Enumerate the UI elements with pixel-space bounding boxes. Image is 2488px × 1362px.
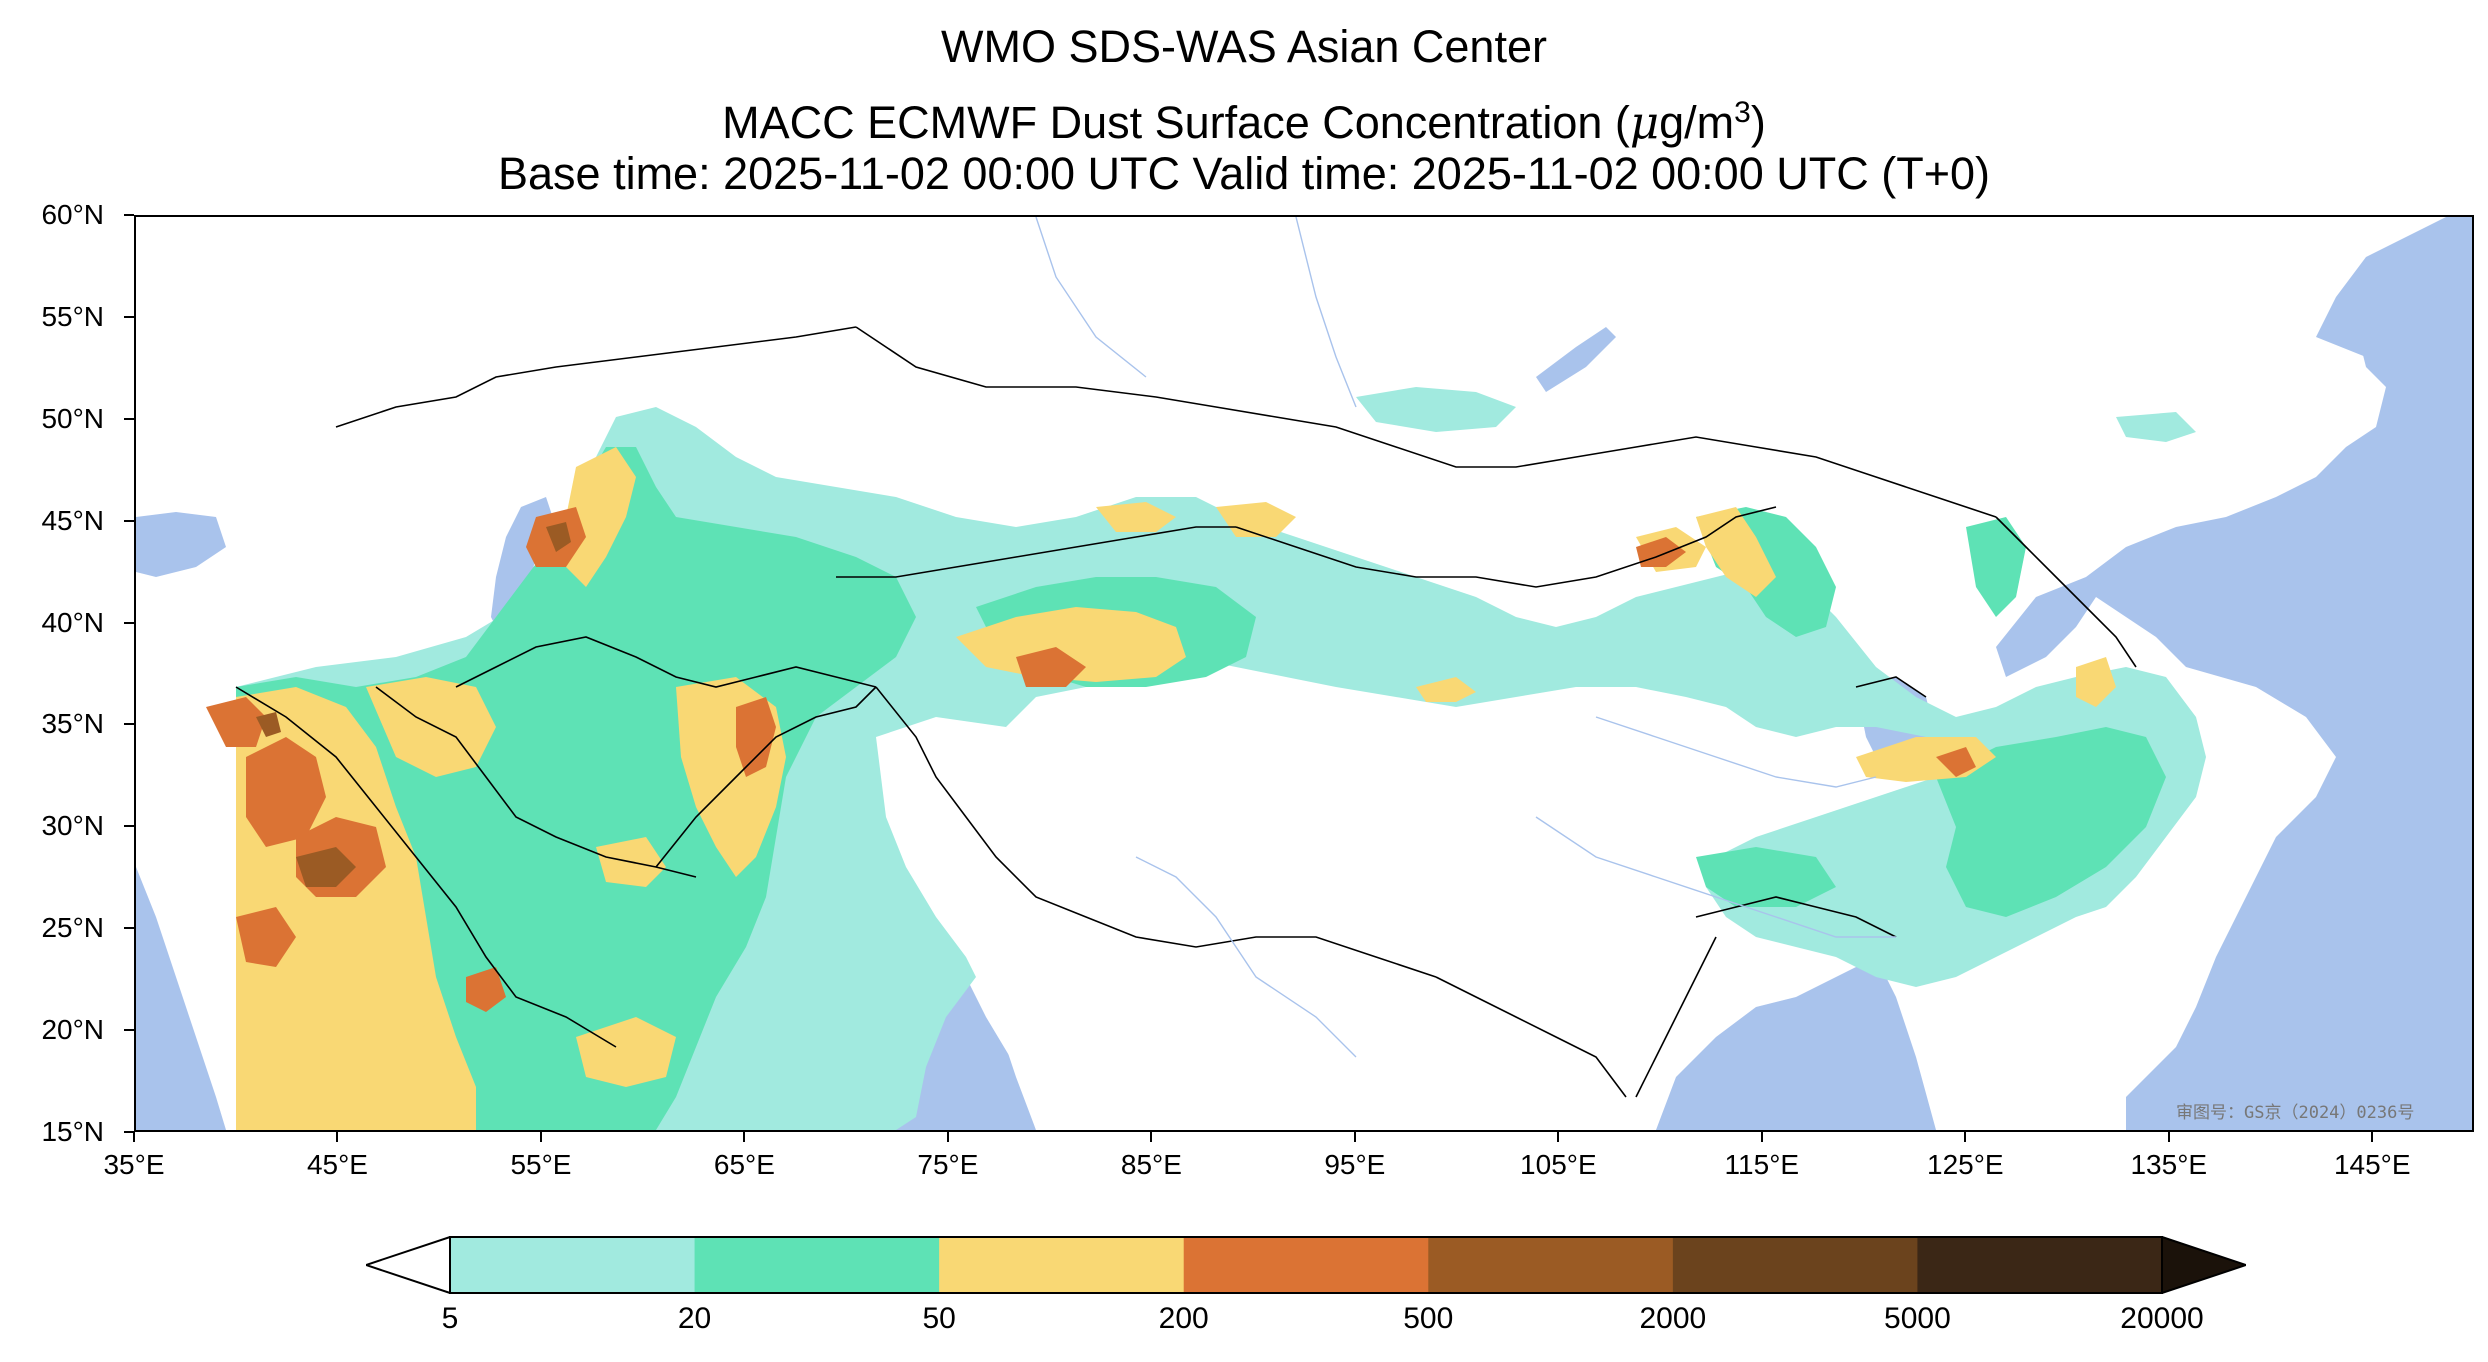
lake-baikal [1536, 327, 1616, 392]
lon-tick [1760, 1132, 1763, 1142]
unit-rest: g/m [1659, 97, 1735, 148]
colorbar-tick-label: 500 [1403, 1302, 1454, 1335]
lat-tick [124, 621, 134, 624]
lon-tick-label: 65°E [713, 1149, 775, 1180]
lat-tick-label: 55°N [41, 300, 104, 332]
colorbar-tick-label: 5 [441, 1302, 459, 1335]
red-sea [136, 867, 226, 1130]
black-sea [136, 512, 226, 577]
lon-tick [743, 1132, 746, 1142]
no-dust-area [876, 717, 1696, 1130]
river-layer [1035, 217, 1896, 1058]
lon-tick [2167, 1132, 2170, 1142]
lat-tick-label: 35°N [41, 708, 104, 740]
lat-tick-label: 15°N [41, 1116, 104, 1147]
colorbar-under-arrow [366, 1236, 451, 1294]
lat-tick-label: 25°N [41, 912, 104, 944]
unit-exponent: 3 [1734, 96, 1751, 129]
border-layer [235, 326, 2137, 1098]
colorbar-segment [450, 1237, 696, 1293]
lat-tick [124, 825, 134, 828]
colorbar-segment [1428, 1237, 1674, 1293]
lon-tick [946, 1132, 949, 1142]
colorbar-tick-label: 5000 [1884, 1302, 1951, 1335]
title-line-3: Base time: 2025-11-02 00:00 UTC Valid ti… [498, 148, 1990, 199]
lon-tick [2371, 1132, 2374, 1142]
title-line-1: WMO SDS-WAS Asian Center [941, 21, 1547, 72]
lat-tick-label: 30°N [41, 810, 104, 842]
lat-tick-label: 20°N [41, 1014, 104, 1046]
lon-tick-label: 105°E [1520, 1149, 1597, 1180]
lon-tick-label: 55°E [510, 1149, 572, 1180]
title-line-2-prefix: MACC ECMWF Dust Surface Concentration ( [722, 97, 1630, 148]
lat-tick-label: 40°N [41, 606, 104, 638]
lon-tick [336, 1132, 339, 1142]
colorbar-tick-label: 200 [1158, 1302, 1209, 1335]
colorbar [366, 1236, 2246, 1294]
colorbar-segment [939, 1237, 1185, 1293]
map-approval-number: 审图号：GS京（2024）0236号 [2176, 1103, 2415, 1123]
lon-tick [133, 1132, 135, 1142]
lon-tick [1964, 1132, 1967, 1142]
lon-tick [1353, 1132, 1356, 1142]
colorbar-over-arrow [2161, 1236, 2246, 1294]
colorbar-tick-label: 20 [677, 1302, 712, 1335]
colorbar-tick-label: 20000 [2120, 1302, 2204, 1335]
lon-tick-label: 125°E [1927, 1149, 2004, 1180]
title-line-2-suffix: ) [1750, 97, 1766, 148]
lat-tick [124, 417, 134, 420]
lat-tick [124, 927, 134, 930]
colorbar-segment [694, 1237, 940, 1293]
colorbar-segment [1183, 1237, 1429, 1293]
south-china-sea [1656, 957, 1936, 1130]
colorbar-segment [1672, 1237, 1918, 1293]
lon-tick-label: 135°E [2130, 1149, 2208, 1180]
lat-tick [124, 723, 134, 726]
pacific-ocean [1996, 227, 2472, 1130]
dust-level-500 [256, 522, 571, 887]
colorbar-outline [449, 1236, 2163, 1294]
lat-tick [124, 1029, 134, 1032]
lon-tick-label: 35°E [103, 1149, 165, 1180]
colorbar-tick-label: 50 [922, 1302, 956, 1335]
lat-tick-label: 45°N [41, 504, 104, 536]
lon-tick [539, 1132, 542, 1142]
lon-tick-label: 145°E [2333, 1149, 2411, 1180]
lon-tick-label: 75°E [917, 1149, 979, 1180]
map-canvas [136, 217, 2472, 1130]
lon-tick-label: 115°E [1724, 1149, 1800, 1180]
lat-tick [124, 315, 134, 318]
lat-tick [124, 214, 134, 216]
okhotsk-sea [2316, 217, 2472, 357]
lon-tick [1150, 1132, 1153, 1142]
lon-tick [1557, 1132, 1560, 1142]
lon-tick-label: 95°E [1324, 1149, 1386, 1180]
lon-tick-label: 45°E [306, 1149, 368, 1180]
unit-mu: μ [1629, 96, 1660, 149]
colorbar-tick-label: 2000 [1639, 1302, 1707, 1335]
lat-tick-label: 50°N [41, 402, 104, 434]
title-line-2: MACC ECMWF Dust Surface Concentration (μ… [0, 86, 2488, 150]
map-panel[interactable] [134, 215, 2474, 1132]
lat-tick [124, 1131, 134, 1133]
colorbar-segment [1917, 1237, 2163, 1293]
lat-tick [124, 519, 134, 522]
lon-tick-label: 85°E [1120, 1149, 1182, 1180]
lat-tick-label: 60°N [41, 199, 104, 230]
